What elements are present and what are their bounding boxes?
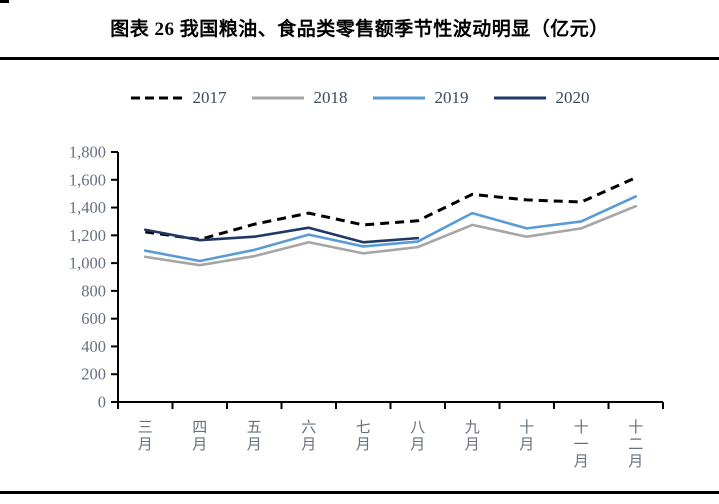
y-tick-label: 400	[81, 337, 106, 356]
legend-label: 2020	[555, 88, 590, 107]
bottom-divider-line	[0, 491, 719, 494]
series-line-2020	[143, 226, 420, 244]
line-chart: 0 200 400 600 800 1,000 1,200 1,400 1,600 1,800 三月…	[0, 130, 719, 504]
legend-item-2019: 2019	[372, 88, 469, 108]
legend-swatch-2017	[130, 96, 183, 100]
y-tick-label: 800	[81, 281, 106, 300]
y-tick-label: 1,200	[69, 226, 106, 245]
y-tick-label: 1,400	[69, 198, 106, 217]
x-tick-label: 六月	[301, 419, 316, 453]
figure-title: 图表 26 我国粮油、食品类零售额季节性波动明显（亿元）	[110, 19, 609, 40]
y-tick-label: 1,000	[69, 254, 106, 273]
series-line-2017	[145, 176, 637, 241]
y-tick-label: 600	[81, 309, 106, 328]
y-tick-label: 1,600	[69, 170, 106, 189]
legend-swatch-2020	[493, 96, 546, 100]
x-tick-label: 七月	[356, 419, 371, 453]
legend-item-2018: 2018	[251, 88, 348, 108]
x-tick-label: 八月	[410, 420, 425, 453]
x-tick-label: 十月	[519, 419, 534, 453]
x-tick-label: 九月	[465, 419, 480, 453]
x-tick-label: 十二月	[628, 419, 643, 470]
x-tick-label: 四月	[192, 420, 207, 453]
y-tick-label: 200	[81, 365, 106, 384]
legend-label: 2019	[434, 88, 469, 107]
y-tick-label: 0	[98, 393, 106, 412]
legend-label: 2018	[313, 88, 348, 107]
legend-item-2017: 2017	[130, 88, 227, 108]
chart-legend: 2017 2018 2019 2020	[0, 88, 719, 108]
legend-item-2020: 2020	[493, 88, 590, 108]
table-border-artifact	[0, 0, 9, 3]
y-tick-label: 1,800	[69, 143, 106, 162]
x-tick-label: 三月	[138, 420, 153, 453]
legend-swatch-2019	[372, 96, 425, 100]
legend-swatch-2018	[251, 96, 304, 100]
series-line-2019	[143, 195, 638, 263]
legend-label: 2017	[192, 88, 227, 107]
x-tick-label: 五月	[247, 420, 262, 453]
series-line-2018	[143, 204, 638, 267]
x-tick-label: 十一月	[574, 419, 589, 470]
title-divider-line	[0, 57, 719, 60]
